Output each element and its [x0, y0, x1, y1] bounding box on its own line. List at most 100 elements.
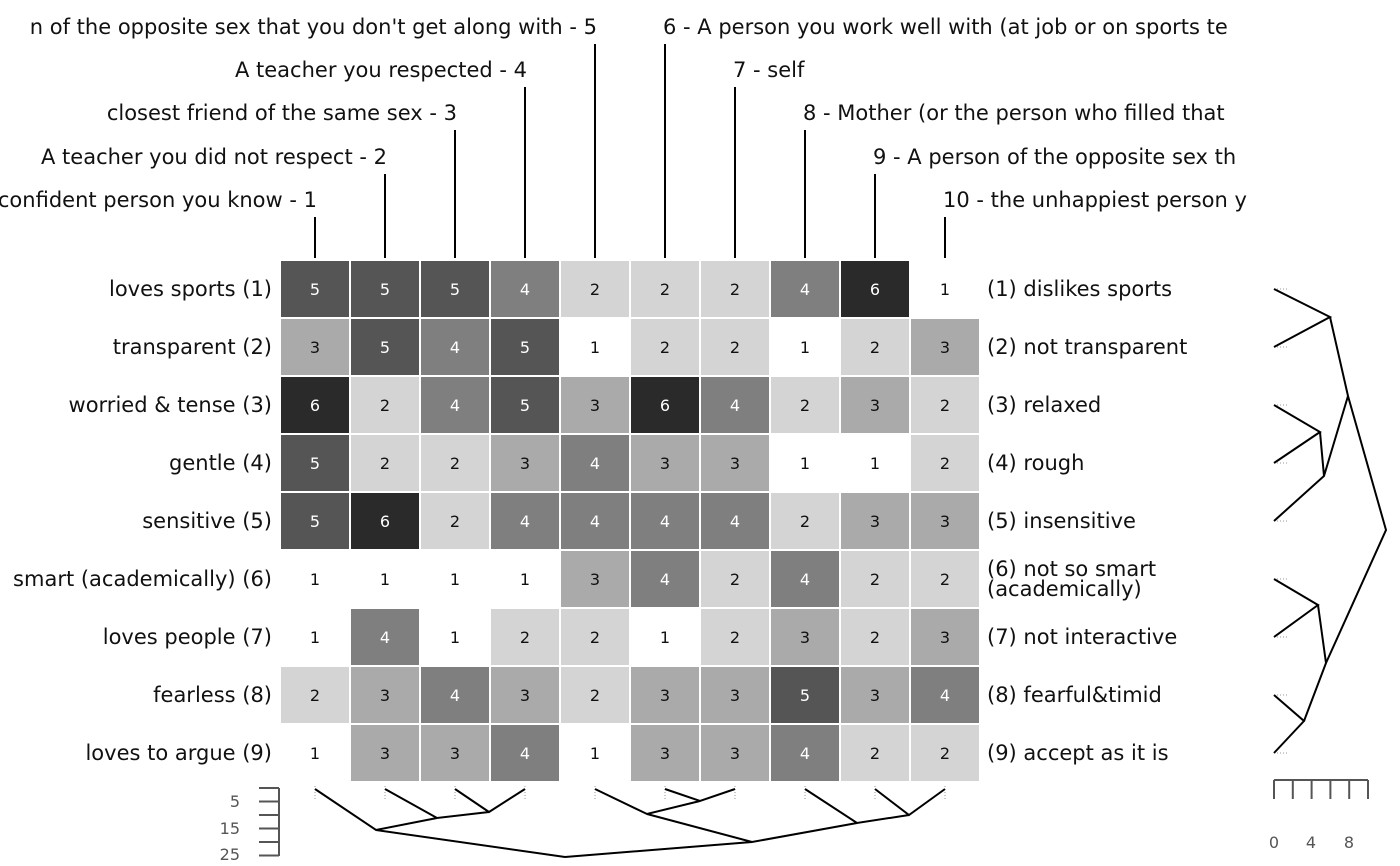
column-dendrogram-branch [594, 788, 701, 816]
cell-value: 4 [380, 628, 390, 647]
heatmap-grid: 5 5 5 4 2 2 2 4 6 1 3 5 4 5 1 2 2 1 2 3 6 2 4 5 3 6 4 2 3 2 5 2 2 3 4 3 3 1 1 2… [279, 259, 981, 783]
cell-value: 4 [590, 454, 600, 473]
cell-value: 1 [940, 280, 950, 299]
heatmap-cell [349, 491, 421, 551]
cell-value: 3 [380, 686, 390, 705]
cell-value: 1 [380, 570, 390, 589]
row-label-left: gentle (4) [169, 451, 272, 475]
heatmap-cell [419, 607, 491, 667]
row-labels-left: loves sports (1) transparent (2) worried &… [13, 277, 272, 765]
cell-value: 1 [310, 744, 320, 763]
heatmap-cell [419, 723, 491, 783]
row-dendrogram-branch [1303, 604, 1328, 722]
column-label: 10 - the unhappiest person y [943, 188, 1247, 212]
row-label-left: worried & tense (3) [69, 393, 272, 417]
cell-value: 3 [520, 454, 530, 473]
heatmap-cell [909, 259, 981, 319]
row-label-left: loves to argue (9) [85, 741, 272, 765]
cell-value: 5 [380, 280, 390, 299]
column-label: closest friend of the same sex - 3 [107, 101, 457, 125]
cell-value: 3 [520, 686, 530, 705]
cell-value: 2 [730, 628, 740, 647]
cell-value: 1 [310, 570, 320, 589]
cell-value: 4 [730, 512, 740, 531]
cell-value: 2 [380, 396, 390, 415]
heatmap-cell [279, 723, 351, 783]
heatmap-cell [629, 549, 701, 609]
cell-value: 1 [590, 338, 600, 357]
heatmap-cell [349, 723, 421, 783]
row-label-right: (2) not transparent [987, 335, 1187, 359]
cell-value: 1 [590, 744, 600, 763]
cell-value: 3 [730, 686, 740, 705]
heatmap-cell [839, 491, 911, 551]
cell-value: 3 [730, 744, 740, 763]
column-labels: confident person you know - 1 A teacher y… [0, 15, 1247, 258]
column-label: 9 - A person of the opposite sex th [873, 145, 1236, 169]
column-label: A teacher you did not respect - 2 [41, 145, 387, 169]
cell-value: 2 [590, 280, 600, 299]
row-label-left: loves sports (1) [109, 277, 272, 301]
cell-value: 4 [800, 280, 810, 299]
heatmap-cell [489, 549, 561, 609]
cell-value: 1 [520, 570, 530, 589]
cell-value: 1 [310, 628, 320, 647]
cell-value: 2 [730, 280, 740, 299]
column-dendrogram-branch [646, 813, 858, 844]
heatmap-cell [769, 317, 841, 377]
row-label-left: transparent (2) [113, 335, 272, 359]
column-dendrogram-scale: 5 15 25 [220, 787, 280, 864]
column-label: 8 - Mother (or the person who filled tha… [803, 101, 1225, 125]
heatmap-cell [769, 491, 841, 551]
row-label-left: fearless (8) [153, 683, 272, 707]
heatmap-cell [559, 375, 631, 435]
row-label-right: (7) not interactive [987, 625, 1177, 649]
heatmap-cell [489, 317, 561, 377]
cell-value: 2 [450, 512, 460, 531]
cell-value: 3 [940, 628, 950, 647]
row-label-right: (4) rough [987, 451, 1084, 475]
scale-tick-label: 0 [1269, 833, 1279, 852]
column-label: 6 - A person you work well with (at job … [663, 15, 1228, 39]
heatmap-cell [559, 317, 631, 377]
column-dendrogram-branch [804, 788, 910, 825]
column-dendrogram-branch [454, 788, 526, 814]
heatmap-cell [629, 607, 701, 667]
heatmap-cell [629, 491, 701, 551]
cell-value: 2 [800, 396, 810, 415]
heatmap-cell [839, 723, 911, 783]
heatmap-cell [839, 433, 911, 493]
cell-value: 1 [800, 454, 810, 473]
cell-value: 6 [310, 396, 320, 415]
heatmap-cell [629, 665, 701, 725]
cell-value: 2 [940, 396, 950, 415]
cell-value: 1 [800, 338, 810, 357]
heatmap-cell [489, 723, 561, 783]
cell-value: 2 [870, 744, 880, 763]
cell-value: 3 [590, 396, 600, 415]
cell-value: 5 [310, 454, 320, 473]
heatmap-cell [349, 665, 421, 725]
cell-value: 4 [520, 512, 530, 531]
heatmap-cell [559, 549, 631, 609]
cell-value: 1 [450, 570, 460, 589]
row-labels-right: (1) dislikes sports (2) not transparent (3… [987, 277, 1187, 765]
cell-value: 6 [380, 512, 390, 531]
heatmap-cell [909, 317, 981, 377]
heatmap-cell [839, 259, 911, 319]
cell-value: 4 [450, 396, 460, 415]
column-dendrogram [314, 786, 946, 859]
cell-value: 3 [660, 744, 670, 763]
row-label-right: (6) not so smart (academically) [987, 557, 1156, 601]
cell-value: 5 [450, 280, 460, 299]
cell-value: 4 [800, 570, 810, 589]
heatmap-cell [699, 723, 771, 783]
row-label-left: loves people (7) [103, 625, 272, 649]
heatmap-cell [559, 259, 631, 319]
row-dendrogram-scale: 0 4 8 [1269, 779, 1369, 852]
cell-value: 4 [520, 280, 530, 299]
heatmap-cell [909, 491, 981, 551]
heatmap-cell [699, 259, 771, 319]
column-dendrogram-branch [375, 829, 753, 859]
cell-value: 5 [310, 512, 320, 531]
